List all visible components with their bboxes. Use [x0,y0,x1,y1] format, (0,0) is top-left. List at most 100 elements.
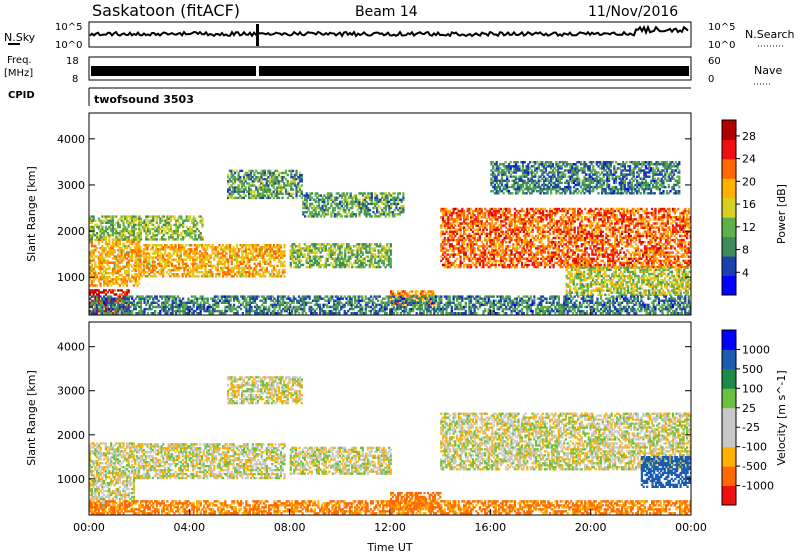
heatmap-cell [536,209,539,213]
heatmap-cell [501,238,504,242]
heatmap-cell [363,259,366,263]
heatmap-cell [342,206,345,210]
heatmap-cell [512,234,515,238]
heatmap-cell [159,217,162,220]
heatmap-cell [260,171,263,175]
heatmap-cell [515,209,518,213]
heatmap-cell [113,257,116,260]
heatmap-cell [192,225,195,229]
heatmap-cell [543,226,546,229]
freq-band [91,66,689,76]
heatmap-cell [519,251,522,254]
heatmap-cell [253,268,256,272]
heatmap-cell [298,265,301,269]
heatmap-cell [400,211,403,214]
heatmap-cell [485,234,488,238]
heatmap-cell [189,225,192,229]
heatmap-cell [171,236,174,239]
heatmap-cell [365,243,368,246]
heatmap-cell [470,218,473,221]
heatmap-cell [487,245,490,248]
heatmap-cell [367,194,370,197]
heatmap-cell [182,236,185,239]
heatmap-cell [106,255,109,258]
heatmap-cell [253,248,256,251]
heatmap-cell [584,207,587,211]
heatmap-cell [258,196,261,200]
heatmap-cell [358,263,361,267]
heatmap-cell [354,213,358,216]
heatmap-cell [556,220,559,223]
heatmap-cell [110,299,113,302]
heatmap-cell [601,238,604,242]
heatmap-cell [494,230,497,233]
heatmap-cell [200,266,204,270]
heatmap-cell [293,247,296,250]
heatmap-cell [307,247,310,250]
heatmap-cell [179,266,182,270]
heatmap-cell [477,209,480,213]
heatmap-cell [176,238,179,241]
heatmap-cell [118,289,121,292]
heatmap-cell [463,255,466,258]
heatmap-cell [461,234,464,238]
heatmap-cell [211,271,214,274]
heatmap-cell [265,254,268,257]
heatmap-cell [405,292,408,295]
heatmap-cell [459,265,462,269]
heatmap-cell [148,262,151,266]
heatmap-cell [104,225,107,229]
heatmap-cell [246,258,249,261]
heatmap-cell [211,246,214,249]
heatmap-cell [524,216,527,219]
heatmap-cell [388,257,391,260]
heatmap-cell [344,259,347,263]
heatmap-cell [139,258,142,261]
heatmap-cell [577,230,580,233]
heatmap-cell [127,229,130,233]
heatmap-cell [342,263,345,267]
heatmap-cell [592,234,596,238]
heatmap-cell [466,263,469,267]
heatmap-cell [356,257,359,260]
heatmap-cell [159,221,162,224]
heatmap-cell [568,207,571,211]
heatmap-cell [505,265,508,269]
heatmap-cell [571,263,575,267]
heatmap-cell [174,250,177,253]
heatmap-cell [124,278,127,281]
heatmap-cell [120,278,123,281]
heatmap-cell [470,243,473,246]
heatmap-cell [144,254,147,257]
heatmap-cell [589,245,592,248]
heatmap-cell [279,254,283,257]
heatmap-cell [262,256,265,259]
heatmap-cell [543,249,546,252]
heatmap-cell [542,209,545,213]
heatmap-cell [117,223,120,227]
heatmap-cell [106,215,109,218]
heatmap-cell [160,264,163,268]
heatmap-cell [171,246,174,249]
heatmap-cell [155,229,158,233]
heatmap-cell [478,236,481,240]
heatmap-cell [120,215,123,218]
heatmap-cell [153,273,156,276]
heatmap-cell [206,256,209,259]
heatmap-cell [142,273,146,276]
heatmap-cell [277,180,281,183]
heatmap-cell [577,234,580,238]
heatmap-cell [127,240,130,244]
heatmap-cell [125,282,129,285]
heatmap-cell [499,261,503,265]
heatmap-cell [298,253,301,256]
heatmap-cell [241,268,244,272]
heatmap-cell [573,241,576,244]
heatmap-cell [456,243,459,246]
heatmap-cell [171,262,174,266]
heatmap-cell [274,252,277,255]
heatmap-cell [120,261,123,264]
heatmap-cell [475,222,478,225]
heatmap-cell [263,186,266,189]
heatmap-cell [496,241,499,244]
